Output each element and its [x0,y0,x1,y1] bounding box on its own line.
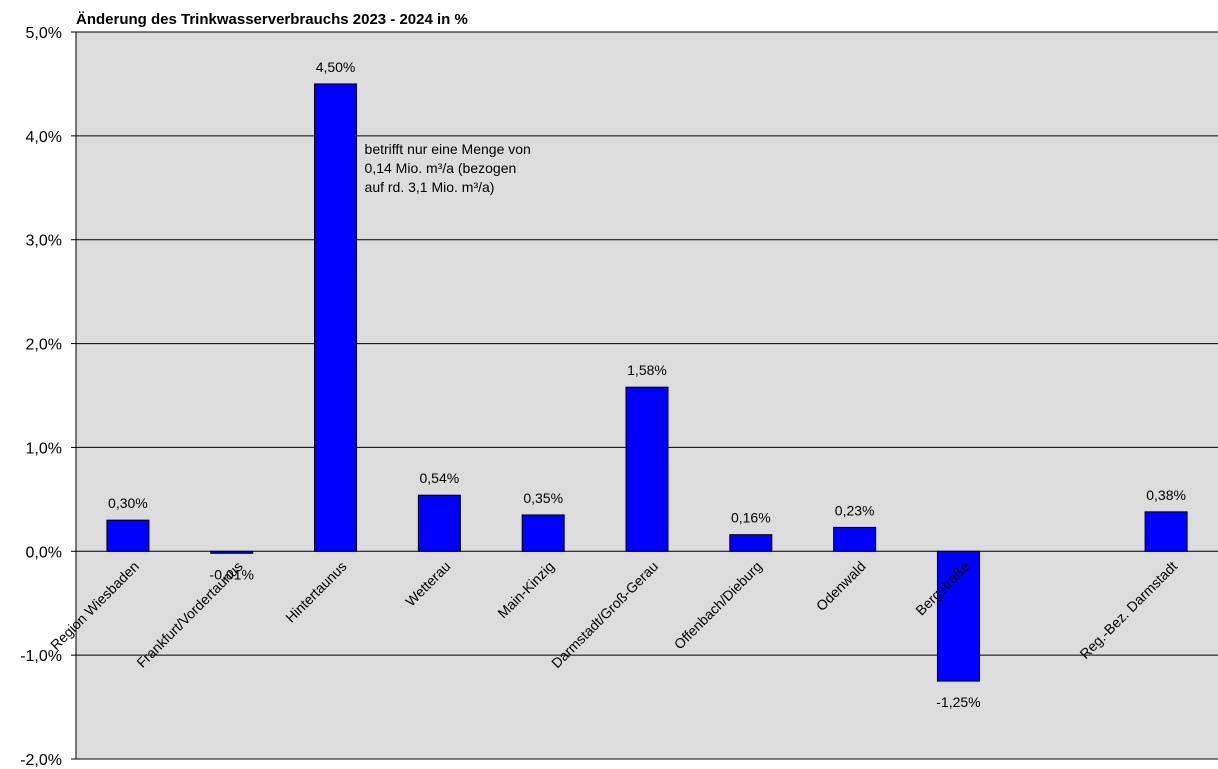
bar [210,550,254,554]
y-tick-label: 2,0% [26,337,62,354]
y-tick-label: 1,0% [26,440,62,457]
bar [625,386,669,552]
data-label: -0,01% [210,566,254,582]
y-tick-label: -2,0% [20,752,62,769]
data-label: 0,38% [1146,487,1186,503]
bar [1144,511,1188,552]
data-label: 0,23% [835,502,875,518]
data-labels: 0,30% -0,01% 4,50% 0,54% 0,35% 1,58% 0,16% 0,23… [108,59,1186,710]
bar [417,494,461,552]
data-label: 4,50% [316,59,356,75]
bar [314,83,358,552]
y-tick-label: 4,0% [26,129,62,146]
annotation-note: betrifft nur eine Menge von 0,14 Mio. m³/… [365,141,531,195]
bar [729,534,773,552]
y-tick-label: 3,0% [26,233,62,250]
bar [833,526,877,552]
y-tick-label: 0,0% [26,544,62,561]
data-label: 0,35% [523,490,563,506]
annotation-line: betrifft nur eine Menge von [365,141,531,157]
data-label: 1,58% [627,362,667,378]
data-label: -1,25% [936,694,980,710]
y-tick-label: 5,0% [26,25,62,42]
bar [936,550,980,682]
data-label: 0,16% [731,510,771,526]
bar [106,519,150,552]
data-label: 0,30% [108,495,148,511]
y-axis-ticks: 5,0% 4,0% 3,0% 2,0% 1,0% 0,0% -1,0% -2,0% [20,25,62,769]
chart-title: Änderung des Trinkwasserverbrauchs 2023 … [76,11,468,28]
y-tick-label: -1,0% [20,648,62,665]
data-label: 0,54% [420,470,460,486]
annotation-line: 0,14 Mio. m³/a (bezogen [365,160,517,176]
bar [521,514,565,552]
bars [106,83,1188,682]
annotation-line: auf rd. 3,1 Mio. m³/a) [365,179,495,195]
